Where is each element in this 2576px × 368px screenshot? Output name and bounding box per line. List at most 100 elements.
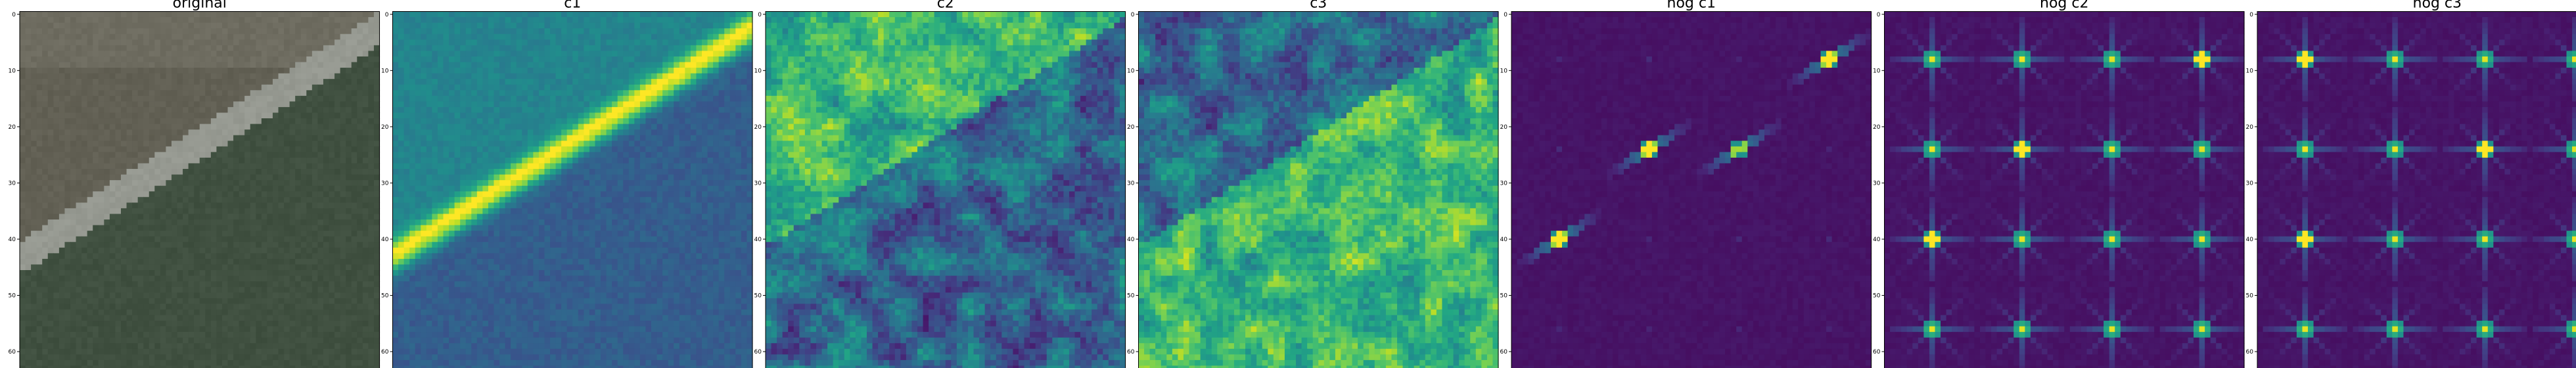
- heatmap-cell: [138, 101, 144, 107]
- heatmap-cell: [42, 28, 48, 34]
- heatmap-cell: [211, 57, 217, 62]
- heatmap-cell: [216, 68, 222, 74]
- heatmap-cell: [205, 74, 211, 80]
- heatmap-cell: [295, 39, 301, 45]
- heatmap-cell: [216, 39, 222, 45]
- heatmap-cell: [323, 90, 329, 96]
- heatmap-cell: [194, 62, 200, 68]
- heatmap-cell: [239, 68, 245, 74]
- heatmap-cell: [99, 112, 104, 118]
- heatmap-cell: [121, 62, 127, 68]
- heatmap-cell: [368, 17, 374, 23]
- heatmap-cell: [329, 96, 335, 102]
- heatmap-cell: [340, 79, 346, 85]
- heatmap-cell: [154, 96, 160, 102]
- heatmap-cell: [352, 101, 357, 107]
- heatmap-cell: [121, 85, 127, 91]
- heatmap-cell: [31, 28, 37, 34]
- heatmap-cell: [279, 28, 285, 34]
- heatmap-cell: [340, 23, 346, 29]
- heatmap-cell: [228, 57, 234, 62]
- heatmap-cell: [306, 74, 312, 80]
- heatmap-cell: [37, 96, 43, 102]
- heatmap-cell: [211, 62, 217, 68]
- heatmap-cell: [334, 51, 340, 57]
- heatmap-cell: [59, 34, 65, 40]
- heatmap-cell: [357, 17, 363, 23]
- heatmap-cell: [127, 90, 133, 96]
- heatmap-cell: [48, 51, 54, 57]
- heatmap-cell: [154, 107, 160, 113]
- heatmap-cell: [42, 51, 48, 57]
- heatmap-cell: [284, 28, 290, 34]
- heatmap-cell: [317, 23, 323, 29]
- heatmap-cell: [216, 90, 222, 96]
- heatmap-cell: [211, 79, 217, 85]
- heatmap-cell: [194, 96, 200, 102]
- heatmap-cell: [42, 23, 48, 29]
- heatmap-cell: [99, 17, 104, 23]
- heatmap-cell: [93, 12, 99, 18]
- heatmap-cell: [160, 107, 166, 113]
- heatmap-cell: [132, 101, 138, 107]
- heatmap-cell: [290, 101, 296, 107]
- heatmap-cell: [233, 79, 239, 85]
- heatmap-cell: [194, 28, 200, 34]
- heatmap-cell: [205, 23, 211, 29]
- heatmap-cell: [239, 45, 245, 51]
- heatmap-cell: [211, 51, 217, 57]
- heatmap-cell: [154, 28, 160, 34]
- heatmap-cell: [363, 51, 369, 57]
- heatmap-cell: [284, 85, 290, 91]
- heatmap-cell: [334, 101, 340, 107]
- heatmap-cell: [273, 85, 279, 91]
- heatmap-cell: [216, 74, 222, 80]
- heatmap-cell: [256, 28, 262, 34]
- heatmap-cell: [200, 74, 206, 80]
- heatmap-cell: [340, 107, 346, 113]
- heatmap-cell: [368, 85, 374, 91]
- heatmap-cell: [37, 62, 43, 68]
- heatmap-cell: [37, 57, 43, 62]
- heatmap-cell: [115, 57, 121, 62]
- heatmap-cell: [76, 45, 82, 51]
- heatmap-cell: [334, 17, 340, 23]
- heatmap-cell: [211, 90, 217, 96]
- heatmap-cell: [250, 96, 256, 102]
- heatmap-cell: [312, 62, 318, 68]
- heatmap-cell: [222, 39, 228, 45]
- heatmap-cell: [357, 74, 363, 80]
- heatmap-cell: [340, 45, 346, 51]
- heatmap-cell: [26, 107, 32, 113]
- heatmap-cell: [205, 79, 211, 85]
- heatmap-cell: [177, 39, 183, 45]
- heatmap-cell: [177, 51, 183, 57]
- heatmap-cell: [262, 34, 267, 40]
- heatmap-cell: [110, 85, 116, 91]
- heatmap-cell: [37, 68, 43, 74]
- heatmap-cell: [70, 34, 76, 40]
- heatmap-cell: [59, 112, 65, 118]
- heatmap-cell: [368, 62, 374, 68]
- heatmap-cell: [346, 90, 352, 96]
- heatmap-cell: [26, 79, 32, 85]
- heatmap-cell: [93, 85, 99, 91]
- heatmap-cell: [81, 112, 87, 118]
- heatmap-cell: [306, 17, 312, 23]
- heatmap-cell: [81, 101, 87, 107]
- heatmap-cell: [81, 85, 87, 91]
- heatmap-cell: [368, 74, 374, 80]
- heatmap-cell: [48, 96, 54, 102]
- heatmap-cell: [233, 96, 239, 102]
- heatmap-cell: [160, 74, 166, 80]
- heatmap-cell: [194, 39, 200, 45]
- heatmap-cell: [228, 107, 234, 113]
- heatmap-cell: [59, 74, 65, 80]
- heatmap-cell: [306, 96, 312, 102]
- heatmap-cell: [53, 112, 59, 118]
- heatmap-cell: [26, 34, 32, 40]
- heatmap-cell: [48, 101, 54, 107]
- heatmap-cell: [87, 90, 93, 96]
- heatmap-cell: [211, 74, 217, 80]
- heatmap-cell: [222, 90, 228, 96]
